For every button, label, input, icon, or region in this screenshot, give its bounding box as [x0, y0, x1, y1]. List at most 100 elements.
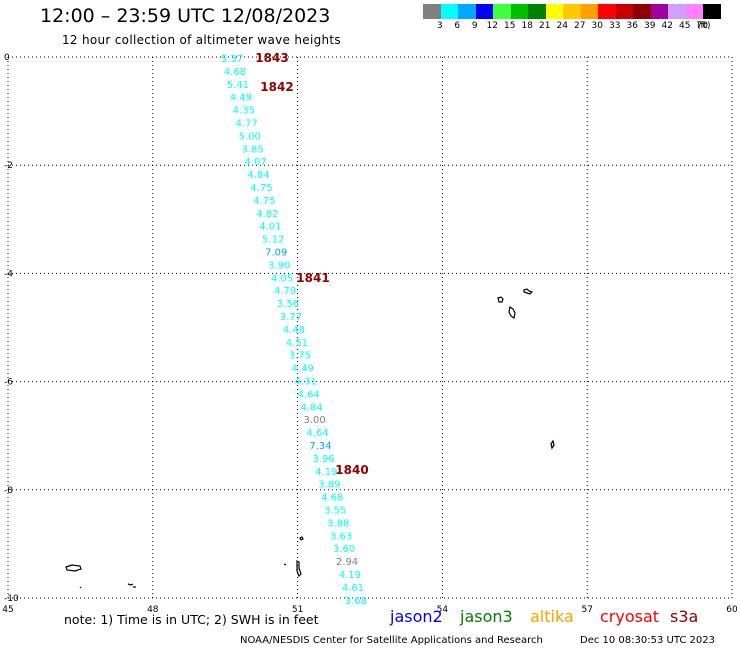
map-grid — [7, 56, 733, 599]
wave-height-label: 4.64 — [298, 389, 320, 400]
y-tick-label: 0 — [4, 53, 10, 63]
wave-height-label: 3.68 — [345, 596, 367, 607]
legend-swatch — [668, 4, 686, 19]
legend-swatch — [423, 4, 441, 19]
wave-height-label: 5.41 — [227, 80, 249, 91]
wave-height-label: 4.51 — [286, 338, 308, 349]
wave-height-label: 4.01 — [259, 222, 281, 233]
legend-swatch — [650, 4, 668, 19]
wave-height-label: 4.49 — [292, 364, 314, 375]
island-outline — [508, 306, 516, 319]
y-tick-label: -8 — [4, 486, 13, 496]
legend-swatch — [685, 4, 703, 19]
legend-label: 45 — [679, 21, 691, 31]
legend-label: 33 — [609, 21, 621, 31]
page-subtitle: 12 hour collection of altimeter wave hei… — [62, 33, 341, 47]
wave-height-label: 4.35 — [233, 106, 255, 117]
x-tick-label: 60 — [726, 605, 738, 615]
time-labels: 1843 1842 1841 1840 — [255, 51, 368, 477]
island-outline — [65, 564, 82, 572]
island-outline — [79, 586, 82, 589]
y-tick-label: -4 — [4, 269, 13, 279]
island-outline — [299, 536, 304, 541]
island-outline — [127, 583, 134, 586]
wave-height-label: 4.77 — [236, 119, 258, 130]
credit-text: NOAA/NESDIS Center for Satellite Applica… — [240, 635, 543, 646]
time-label: 1842 — [260, 80, 293, 94]
legend-label: 21 — [539, 21, 551, 31]
legend-label: 12 — [486, 21, 498, 31]
legend-swatch — [633, 4, 651, 19]
legend-swatch — [615, 4, 633, 19]
legend-swatch — [458, 4, 476, 19]
legend-swatch — [528, 4, 546, 19]
wave-height-label: 3.96 — [312, 454, 334, 465]
wave-height-label: 7.09 — [265, 248, 287, 259]
wave-height-label: 4.82 — [256, 209, 278, 220]
wave-height-label: 3.89 — [318, 480, 340, 491]
wave-height-label: 7.34 — [309, 441, 331, 452]
wave-height-label: 5.37 — [221, 54, 243, 65]
wave-height-label: 4.19 — [315, 467, 337, 478]
satellite-track: 5.37 4.68 5.41 4.49 4.35 4.775.00 3.85 4.07 4.84… — [221, 54, 367, 607]
legend-label: 24 — [556, 21, 568, 31]
legend-swatch — [598, 4, 616, 19]
time-label: 1840 — [335, 463, 368, 477]
satellite-legend-item: s3a — [670, 607, 699, 626]
wave-height-label: 4.19 — [339, 570, 361, 581]
color-legend — [423, 4, 721, 19]
wave-height-label: 4.84 — [247, 170, 269, 181]
wave-height-label: 3.56 — [277, 299, 299, 310]
wave-height-label: 3.88 — [327, 518, 349, 529]
legend-swatch — [563, 4, 581, 19]
legend-label: 18 — [521, 21, 533, 31]
legend-label: 70 — [696, 21, 708, 31]
island-outline — [283, 563, 287, 566]
wave-height-label: 5.00 — [239, 131, 261, 142]
wave-height-label: 4.07 — [244, 157, 266, 168]
legend-swatch — [475, 4, 493, 19]
wave-height-label: 4.79 — [274, 286, 296, 297]
satellite-legend-item: cryosat — [600, 607, 660, 626]
island-outline — [523, 288, 534, 295]
time-label: 1841 — [296, 271, 329, 285]
legend-label: 9 — [471, 21, 478, 31]
legend-label: 42 — [661, 21, 673, 31]
legend-label: 27 — [574, 21, 586, 31]
axis-ticks: 45 48 51 54 57 60 0 -2 -4 -6 -8 -10 — [2, 53, 738, 615]
island-outline — [550, 439, 555, 450]
color-legend-labels: 3 6 9 12 15 18 21 24 27 30 33 36 39 42 45 70 (ft) — [423, 21, 740, 33]
wave-height-label: 3.75 — [289, 351, 311, 362]
footer-note: note: 1) Time is in UTC; 2) SWH is in fe… — [64, 612, 319, 627]
wave-height-label: 3.63 — [330, 531, 352, 542]
island-outline — [296, 560, 302, 578]
wave-height-label: 3.00 — [303, 415, 325, 426]
wave-height-label: 4.49 — [230, 93, 252, 104]
satellite-legend-item: jason2 — [390, 607, 443, 626]
legend-swatch — [580, 4, 598, 19]
wave-height-label: 4.61 — [342, 583, 364, 594]
wave-height-label: 4.64 — [306, 428, 328, 439]
x-tick-label: 54 — [437, 605, 449, 615]
wave-height-label: 4.68 — [321, 493, 343, 504]
legend-swatch — [493, 4, 511, 19]
wave-height-label: 4.84 — [301, 402, 323, 413]
wave-height-label: 4.31 — [295, 377, 317, 388]
legend-label: (ft) — [696, 21, 711, 31]
legend-label: 6 — [454, 21, 461, 31]
wave-height-label: 3.90 — [268, 260, 290, 271]
land-outlines — [65, 288, 555, 589]
wave-height-label: 3.85 — [242, 144, 264, 155]
time-label: 1843 — [255, 51, 288, 65]
island-outline — [497, 296, 504, 303]
x-tick-label: 51 — [292, 605, 303, 615]
legend-swatch — [703, 4, 721, 19]
legend-swatch — [440, 4, 458, 19]
y-tick-label: -6 — [4, 378, 13, 388]
wave-height-label: 2.94 — [336, 557, 358, 568]
legend-swatch — [545, 4, 563, 19]
credit-timestamp: Dec 10 08:30:53 UTC 2023 — [580, 635, 715, 646]
x-tick-label: 57 — [581, 605, 592, 615]
wave-height-label: 4.68 — [224, 67, 246, 78]
